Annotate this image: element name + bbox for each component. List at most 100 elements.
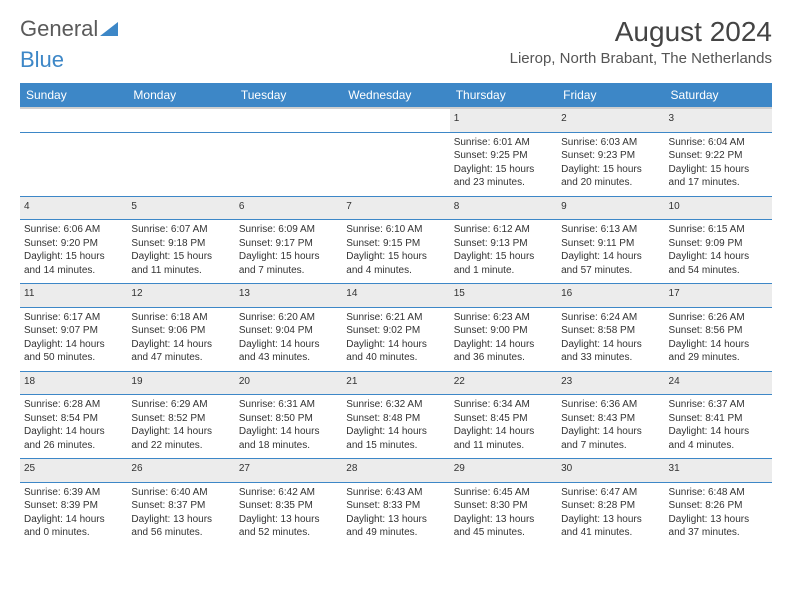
day-number-cell: 22 bbox=[450, 371, 557, 395]
week-detail-row: Sunrise: 6:28 AMSunset: 8:54 PMDaylight:… bbox=[20, 395, 772, 459]
sunrise-text: Sunrise: 6:24 AM bbox=[561, 311, 660, 325]
calendar-body: 123 Sunrise: 6:01 AMSunset: 9:25 PMDayli… bbox=[20, 108, 772, 546]
daylight-text: Daylight: 13 hours and 41 minutes. bbox=[561, 513, 660, 540]
day-detail-cell: Sunrise: 6:37 AMSunset: 8:41 PMDaylight:… bbox=[665, 395, 772, 459]
daylight-text: Daylight: 14 hours and 36 minutes. bbox=[454, 338, 553, 365]
daylight-text: Daylight: 15 hours and 20 minutes. bbox=[561, 163, 660, 190]
day-number-cell: 4 bbox=[20, 196, 127, 220]
day-detail-cell: Sunrise: 6:34 AMSunset: 8:45 PMDaylight:… bbox=[450, 395, 557, 459]
day-detail-cell: Sunrise: 6:48 AMSunset: 8:26 PMDaylight:… bbox=[665, 482, 772, 546]
daylight-text: Daylight: 14 hours and 11 minutes. bbox=[454, 425, 553, 452]
sunset-text: Sunset: 8:45 PM bbox=[454, 412, 553, 426]
day-detail-cell: Sunrise: 6:39 AMSunset: 8:39 PMDaylight:… bbox=[20, 482, 127, 546]
day-detail-cell: Sunrise: 6:36 AMSunset: 8:43 PMDaylight:… bbox=[557, 395, 664, 459]
daylight-text: Daylight: 14 hours and 40 minutes. bbox=[346, 338, 445, 365]
sunrise-text: Sunrise: 6:18 AM bbox=[131, 311, 230, 325]
sunset-text: Sunset: 8:33 PM bbox=[346, 499, 445, 513]
sunrise-text: Sunrise: 6:03 AM bbox=[561, 136, 660, 150]
daylight-text: Daylight: 14 hours and 33 minutes. bbox=[561, 338, 660, 365]
week-number-row: 11121314151617 bbox=[20, 284, 772, 308]
sunset-text: Sunset: 8:41 PM bbox=[669, 412, 768, 426]
calendar-header: SundayMondayTuesdayWednesdayThursdayFrid… bbox=[20, 83, 772, 108]
sunrise-text: Sunrise: 6:47 AM bbox=[561, 486, 660, 500]
day-number-cell: 11 bbox=[20, 284, 127, 308]
day-number-cell: 31 bbox=[665, 459, 772, 483]
sunrise-text: Sunrise: 6:39 AM bbox=[24, 486, 123, 500]
sunset-text: Sunset: 8:58 PM bbox=[561, 324, 660, 338]
sunset-text: Sunset: 9:20 PM bbox=[24, 237, 123, 251]
day-number-cell: 27 bbox=[235, 459, 342, 483]
day-header: Thursday bbox=[450, 83, 557, 108]
sunset-text: Sunset: 9:18 PM bbox=[131, 237, 230, 251]
day-detail-cell: Sunrise: 6:07 AMSunset: 9:18 PMDaylight:… bbox=[127, 220, 234, 284]
day-detail-cell: Sunrise: 6:42 AMSunset: 8:35 PMDaylight:… bbox=[235, 482, 342, 546]
logo: General bbox=[20, 16, 118, 42]
sunset-text: Sunset: 8:30 PM bbox=[454, 499, 553, 513]
day-detail-cell: Sunrise: 6:47 AMSunset: 8:28 PMDaylight:… bbox=[557, 482, 664, 546]
day-number-cell: 10 bbox=[665, 196, 772, 220]
day-detail-cell: Sunrise: 6:21 AMSunset: 9:02 PMDaylight:… bbox=[342, 307, 449, 371]
day-detail-cell bbox=[235, 132, 342, 196]
day-detail-cell: Sunrise: 6:26 AMSunset: 8:56 PMDaylight:… bbox=[665, 307, 772, 371]
day-detail-cell: Sunrise: 6:20 AMSunset: 9:04 PMDaylight:… bbox=[235, 307, 342, 371]
day-number-cell: 26 bbox=[127, 459, 234, 483]
day-detail-cell: Sunrise: 6:01 AMSunset: 9:25 PMDaylight:… bbox=[450, 132, 557, 196]
sunset-text: Sunset: 9:06 PM bbox=[131, 324, 230, 338]
day-number-cell: 6 bbox=[235, 196, 342, 220]
daylight-text: Daylight: 14 hours and 22 minutes. bbox=[131, 425, 230, 452]
sunset-text: Sunset: 9:13 PM bbox=[454, 237, 553, 251]
daylight-text: Daylight: 13 hours and 49 minutes. bbox=[346, 513, 445, 540]
daylight-text: Daylight: 14 hours and 43 minutes. bbox=[239, 338, 338, 365]
day-detail-cell: Sunrise: 6:04 AMSunset: 9:22 PMDaylight:… bbox=[665, 132, 772, 196]
sunrise-text: Sunrise: 6:45 AM bbox=[454, 486, 553, 500]
sunset-text: Sunset: 9:15 PM bbox=[346, 237, 445, 251]
daylight-text: Daylight: 14 hours and 57 minutes. bbox=[561, 250, 660, 277]
daylight-text: Daylight: 13 hours and 56 minutes. bbox=[131, 513, 230, 540]
sunrise-text: Sunrise: 6:32 AM bbox=[346, 398, 445, 412]
day-detail-cell: Sunrise: 6:09 AMSunset: 9:17 PMDaylight:… bbox=[235, 220, 342, 284]
day-number-cell: 25 bbox=[20, 459, 127, 483]
week-detail-row: Sunrise: 6:01 AMSunset: 9:25 PMDaylight:… bbox=[20, 132, 772, 196]
daylight-text: Daylight: 15 hours and 14 minutes. bbox=[24, 250, 123, 277]
week-number-row: 45678910 bbox=[20, 196, 772, 220]
sunset-text: Sunset: 8:43 PM bbox=[561, 412, 660, 426]
week-detail-row: Sunrise: 6:06 AMSunset: 9:20 PMDaylight:… bbox=[20, 220, 772, 284]
calendar-table: SundayMondayTuesdayWednesdayThursdayFrid… bbox=[20, 83, 772, 546]
sunrise-text: Sunrise: 6:36 AM bbox=[561, 398, 660, 412]
day-number-cell: 1 bbox=[450, 108, 557, 132]
day-number-cell bbox=[235, 108, 342, 132]
daylight-text: Daylight: 14 hours and 18 minutes. bbox=[239, 425, 338, 452]
week-detail-row: Sunrise: 6:39 AMSunset: 8:39 PMDaylight:… bbox=[20, 482, 772, 546]
day-header: Saturday bbox=[665, 83, 772, 108]
day-detail-cell: Sunrise: 6:03 AMSunset: 9:23 PMDaylight:… bbox=[557, 132, 664, 196]
logo-text-1: General bbox=[20, 16, 98, 42]
daylight-text: Daylight: 14 hours and 29 minutes. bbox=[669, 338, 768, 365]
day-detail-cell: Sunrise: 6:10 AMSunset: 9:15 PMDaylight:… bbox=[342, 220, 449, 284]
day-number-cell: 20 bbox=[235, 371, 342, 395]
daylight-text: Daylight: 14 hours and 47 minutes. bbox=[131, 338, 230, 365]
sunset-text: Sunset: 9:23 PM bbox=[561, 149, 660, 163]
day-detail-cell: Sunrise: 6:23 AMSunset: 9:00 PMDaylight:… bbox=[450, 307, 557, 371]
sunrise-text: Sunrise: 6:34 AM bbox=[454, 398, 553, 412]
sunset-text: Sunset: 8:26 PM bbox=[669, 499, 768, 513]
day-detail-cell: Sunrise: 6:29 AMSunset: 8:52 PMDaylight:… bbox=[127, 395, 234, 459]
sunset-text: Sunset: 8:35 PM bbox=[239, 499, 338, 513]
sunrise-text: Sunrise: 6:12 AM bbox=[454, 223, 553, 237]
sunset-text: Sunset: 9:22 PM bbox=[669, 149, 768, 163]
daylight-text: Daylight: 15 hours and 11 minutes. bbox=[131, 250, 230, 277]
daylight-text: Daylight: 15 hours and 4 minutes. bbox=[346, 250, 445, 277]
sunrise-text: Sunrise: 6:23 AM bbox=[454, 311, 553, 325]
day-detail-cell: Sunrise: 6:28 AMSunset: 8:54 PMDaylight:… bbox=[20, 395, 127, 459]
daylight-text: Daylight: 15 hours and 23 minutes. bbox=[454, 163, 553, 190]
day-number-cell: 18 bbox=[20, 371, 127, 395]
sunset-text: Sunset: 9:25 PM bbox=[454, 149, 553, 163]
day-detail-cell: Sunrise: 6:17 AMSunset: 9:07 PMDaylight:… bbox=[20, 307, 127, 371]
sunrise-text: Sunrise: 6:37 AM bbox=[669, 398, 768, 412]
day-detail-cell: Sunrise: 6:31 AMSunset: 8:50 PMDaylight:… bbox=[235, 395, 342, 459]
sunrise-text: Sunrise: 6:15 AM bbox=[669, 223, 768, 237]
day-number-cell: 21 bbox=[342, 371, 449, 395]
day-number-cell: 5 bbox=[127, 196, 234, 220]
day-number-cell: 15 bbox=[450, 284, 557, 308]
sunset-text: Sunset: 9:00 PM bbox=[454, 324, 553, 338]
day-detail-cell bbox=[20, 132, 127, 196]
